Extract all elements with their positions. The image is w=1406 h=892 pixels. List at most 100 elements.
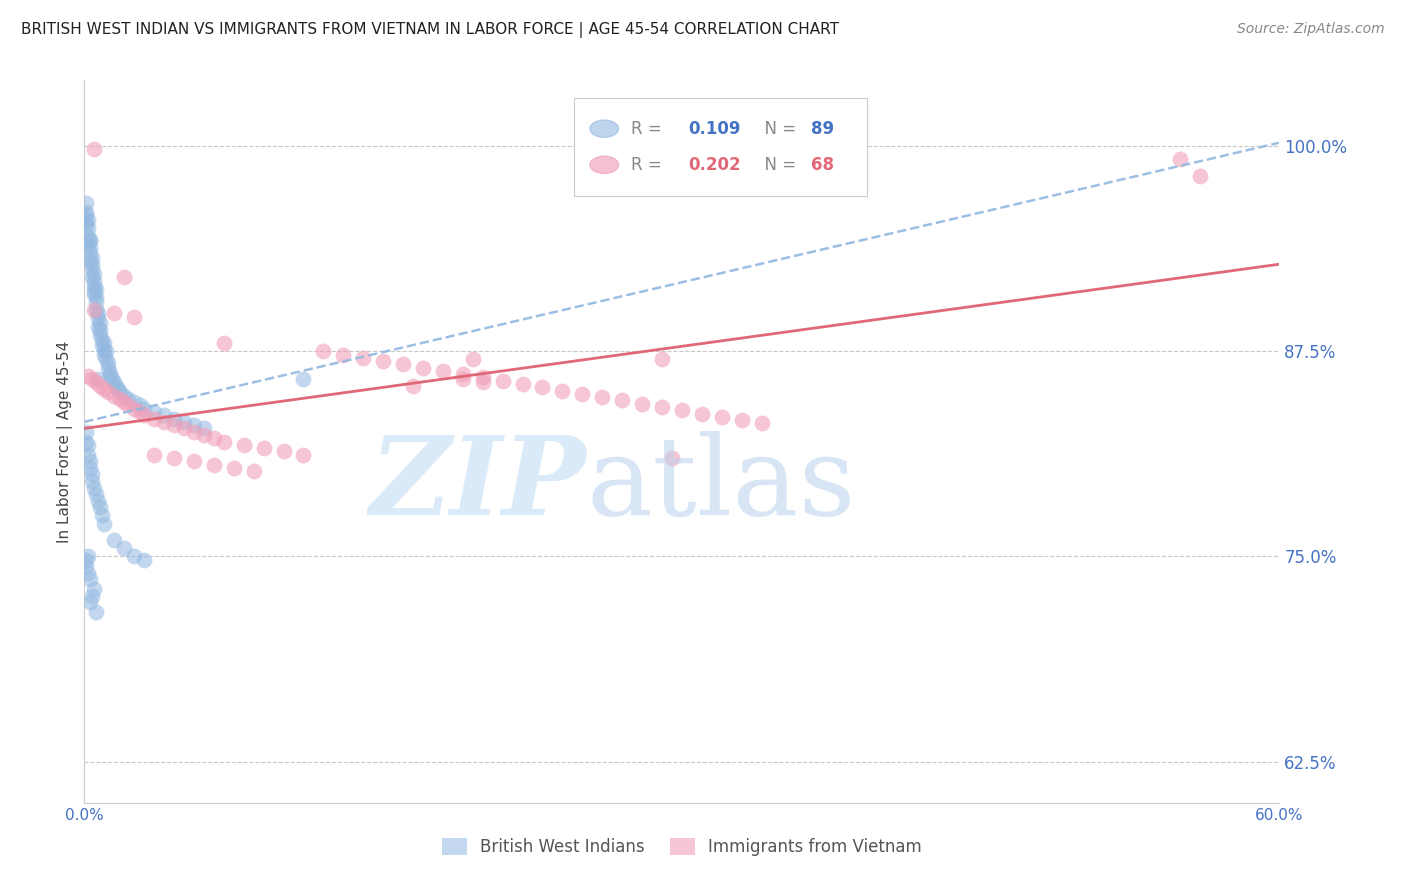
Point bbox=[103, 306, 125, 320]
Point bbox=[661, 450, 683, 465]
Point bbox=[105, 378, 128, 392]
Point bbox=[710, 409, 733, 424]
Point bbox=[492, 374, 515, 388]
Point bbox=[751, 417, 773, 431]
Point bbox=[222, 460, 245, 475]
Point bbox=[89, 378, 111, 392]
Point bbox=[352, 351, 374, 365]
Point bbox=[112, 395, 135, 409]
Point bbox=[651, 400, 673, 414]
Point bbox=[117, 392, 139, 406]
Point bbox=[461, 352, 484, 367]
Point bbox=[193, 428, 215, 442]
Point bbox=[312, 344, 335, 359]
Text: R =: R = bbox=[630, 156, 666, 174]
Y-axis label: In Labor Force | Age 45-54: In Labor Force | Age 45-54 bbox=[58, 341, 73, 542]
Point bbox=[212, 434, 235, 449]
Point bbox=[77, 229, 100, 244]
Point bbox=[122, 395, 145, 409]
Point bbox=[75, 559, 97, 574]
Point bbox=[96, 352, 118, 367]
Point bbox=[79, 573, 101, 587]
Point bbox=[89, 500, 111, 515]
Point bbox=[163, 450, 186, 465]
Point bbox=[97, 360, 120, 375]
Point bbox=[89, 323, 111, 337]
Text: 0.202: 0.202 bbox=[688, 156, 741, 174]
Circle shape bbox=[591, 156, 619, 173]
Point bbox=[77, 566, 100, 580]
Legend: British West Indians, Immigrants from Vietnam: British West Indians, Immigrants from Vi… bbox=[436, 831, 928, 863]
Point bbox=[451, 368, 474, 382]
Point bbox=[86, 605, 108, 619]
Point bbox=[202, 458, 225, 472]
Point bbox=[91, 333, 114, 347]
Text: N =: N = bbox=[754, 120, 801, 137]
Point bbox=[242, 464, 264, 478]
Point bbox=[163, 411, 186, 425]
Point bbox=[1168, 152, 1191, 166]
Point bbox=[75, 218, 97, 232]
Point bbox=[651, 352, 673, 367]
Point bbox=[75, 204, 97, 219]
Point bbox=[82, 270, 104, 285]
Point bbox=[87, 493, 110, 508]
Point bbox=[86, 282, 108, 296]
Point bbox=[82, 467, 104, 482]
Point bbox=[292, 372, 315, 386]
Point bbox=[122, 549, 145, 564]
Point bbox=[86, 295, 108, 310]
Point bbox=[132, 409, 156, 423]
Text: Source: ZipAtlas.com: Source: ZipAtlas.com bbox=[1237, 22, 1385, 37]
Point bbox=[153, 409, 176, 423]
Point bbox=[193, 421, 215, 435]
Point bbox=[110, 385, 132, 400]
Point bbox=[98, 368, 121, 383]
Point bbox=[87, 311, 110, 326]
Point bbox=[82, 474, 104, 488]
Point bbox=[122, 401, 145, 416]
Point bbox=[93, 347, 115, 361]
Text: N =: N = bbox=[754, 156, 801, 174]
Point bbox=[112, 270, 135, 285]
Point bbox=[212, 336, 235, 351]
Point bbox=[91, 508, 114, 523]
Point bbox=[432, 364, 454, 378]
Point bbox=[101, 372, 124, 386]
Point bbox=[75, 196, 97, 211]
Point bbox=[75, 425, 97, 439]
Point bbox=[86, 290, 108, 304]
Point bbox=[87, 319, 110, 334]
Point bbox=[93, 516, 115, 531]
Point bbox=[232, 438, 254, 452]
Point bbox=[373, 354, 395, 368]
Point bbox=[671, 403, 693, 417]
Point bbox=[83, 274, 105, 288]
Point bbox=[77, 212, 100, 227]
Point bbox=[75, 212, 97, 227]
Point bbox=[77, 368, 100, 383]
Text: 89: 89 bbox=[811, 120, 834, 137]
Text: atlas: atlas bbox=[586, 432, 856, 539]
Point bbox=[631, 397, 654, 411]
Point bbox=[122, 310, 145, 324]
Point bbox=[82, 262, 104, 277]
Point bbox=[83, 582, 105, 597]
Point bbox=[183, 418, 205, 433]
Point bbox=[79, 595, 101, 609]
Text: 68: 68 bbox=[811, 156, 834, 174]
Point bbox=[87, 372, 110, 386]
Point bbox=[83, 278, 105, 293]
Point bbox=[153, 415, 176, 429]
Point bbox=[163, 418, 186, 433]
Point bbox=[82, 257, 104, 271]
Point bbox=[77, 549, 100, 564]
Point bbox=[75, 434, 97, 449]
Point bbox=[690, 407, 713, 421]
Point bbox=[79, 233, 101, 247]
Text: ZIP: ZIP bbox=[370, 431, 586, 539]
Point bbox=[107, 382, 129, 396]
Point bbox=[112, 388, 135, 402]
Point bbox=[143, 411, 166, 425]
Point bbox=[173, 421, 195, 435]
